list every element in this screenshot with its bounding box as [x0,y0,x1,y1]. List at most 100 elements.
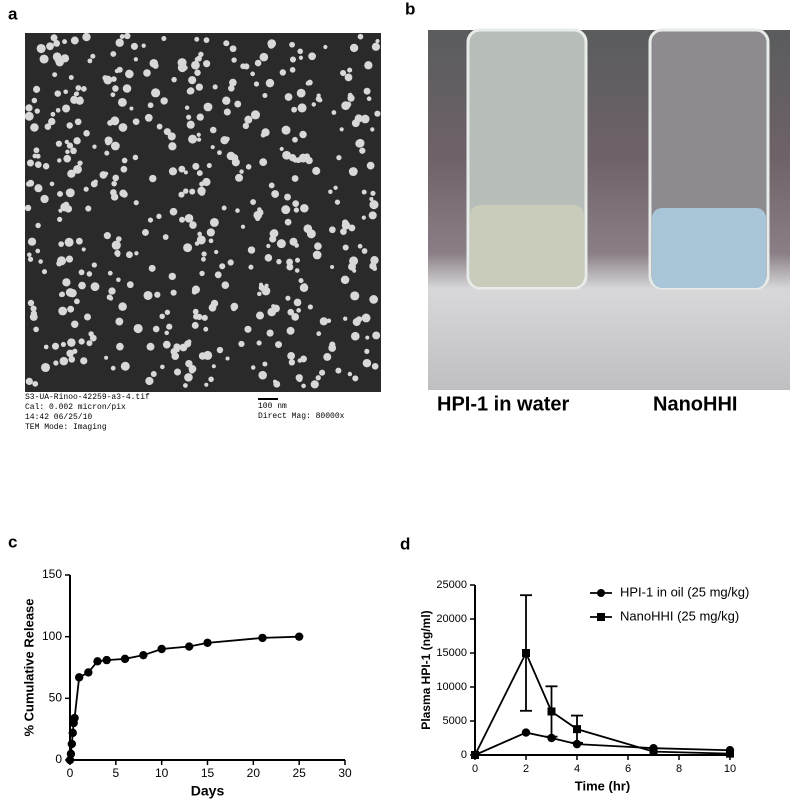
particle [203,350,213,360]
particle [296,308,302,313]
particle [57,190,64,197]
particle [115,252,121,258]
y-axis-label: Plasma HPI-1 (ng/ml) [419,610,433,729]
particle [54,90,62,97]
particle [282,150,292,160]
particle [289,66,296,73]
particle [103,232,111,240]
particle [173,368,182,376]
particle [286,258,294,266]
particle [179,216,186,223]
particle [35,153,41,159]
particle [41,269,48,275]
particle [103,75,113,85]
particle [262,361,268,367]
marker [66,749,76,759]
particle [116,342,124,351]
particle [132,154,139,161]
particle [365,335,370,340]
marker [67,739,77,749]
particle [27,299,35,307]
particle [129,106,134,111]
particle [240,224,246,229]
tem-caption: 14:42 06/25/10 [25,413,92,422]
particle [77,160,83,166]
particle [348,167,358,176]
particle [271,190,280,198]
particle [147,217,154,223]
particle [297,358,303,363]
particle [256,340,262,346]
particle [194,36,200,42]
particle [330,264,335,270]
particle [167,132,176,141]
particle [301,383,306,389]
particle [310,380,319,389]
particle [85,205,92,212]
particle [120,361,130,371]
particle [222,96,231,105]
particle [188,76,197,85]
particle [206,162,212,169]
particle [186,120,195,129]
particle [319,369,326,376]
marker [726,749,734,758]
particle [294,243,299,248]
particle [250,110,261,120]
particle [374,110,381,117]
particle [74,91,80,96]
particles [24,32,381,389]
particle [228,85,235,92]
particle [359,147,366,154]
particle [326,318,332,323]
particle [62,104,71,113]
particle [266,329,274,337]
particle [333,185,338,190]
particle [93,179,98,184]
particle [147,102,154,109]
particle [281,125,291,135]
particle [133,200,139,206]
y-tick-label: 150 [42,567,62,581]
particle [188,134,198,144]
particle [191,321,199,329]
particle [264,254,273,262]
particle [223,40,230,47]
particle [132,118,140,126]
particle [141,43,146,48]
particle [239,169,244,174]
particle [119,189,127,198]
particle [67,305,75,313]
particle [78,338,85,345]
marker [84,668,93,677]
particle [40,194,49,204]
particle [27,252,32,257]
y-tick-label: 10000 [436,681,467,693]
particle [250,71,255,77]
y-tick-label: 5000 [443,715,467,727]
particle [35,222,41,229]
particle [352,318,361,327]
x-tick-label: 10 [155,766,169,780]
particle [296,88,306,98]
particle [297,48,303,55]
particle [208,376,214,382]
particle [269,235,277,243]
particle [261,128,270,137]
particle [247,246,256,254]
particle [34,184,43,193]
particle [361,313,371,323]
particle [361,215,366,220]
particle [171,352,180,360]
particle [116,66,123,73]
particle [30,123,39,132]
particle [250,199,257,205]
particle [58,241,65,247]
particle [73,137,81,145]
particle [361,189,367,195]
particle [371,362,379,370]
particle [166,323,173,330]
marker [547,707,556,716]
particle [276,258,282,265]
